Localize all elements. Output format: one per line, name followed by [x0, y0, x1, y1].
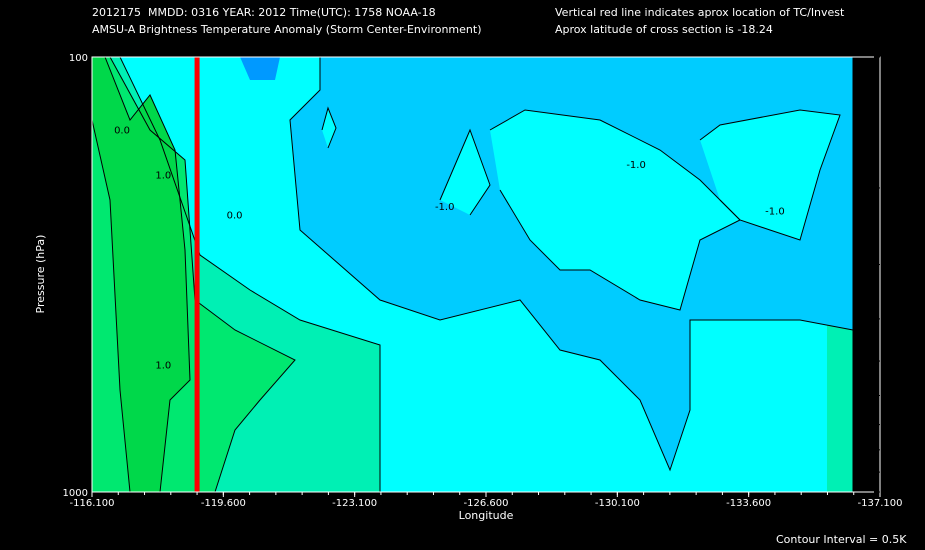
- contour-line: [91, 56, 191, 493]
- x-tick-label: -126.600: [464, 498, 509, 509]
- x-tick-label: -123.100: [332, 498, 377, 509]
- island-2: [490, 110, 740, 310]
- contour-label: -1.0: [765, 206, 785, 217]
- band-pos10: [92, 57, 190, 492]
- x-tick-label: -137.100: [858, 498, 903, 509]
- contour-label: 0.0: [114, 126, 130, 137]
- chart-title: AMSU-A Brightness Temperature Anomaly (S…: [92, 23, 482, 36]
- x-tick-label: -130.100: [595, 498, 640, 509]
- contour-label: 1.0: [155, 360, 171, 371]
- overlay: [194, 57, 880, 492]
- x-tick-label: -133.600: [726, 498, 771, 509]
- contour-label: 0.0: [227, 210, 243, 221]
- contour-line: [321, 106, 337, 149]
- y-axis-title: Pressure (hPa): [34, 235, 47, 314]
- contour-line: [489, 109, 741, 311]
- x-tick-label: -116.100: [70, 498, 115, 509]
- y-tick-label: 100: [69, 53, 88, 64]
- contour-label: -1.0: [435, 202, 455, 213]
- contour-label: 1.0: [155, 170, 171, 181]
- y-tick-label: 1000: [63, 488, 88, 499]
- band-neg15: [240, 57, 280, 80]
- contour-line: [439, 128, 491, 216]
- island-3: [700, 110, 840, 240]
- chart-axes: -116.100 -119.600 -123.100 -126.600 -130.100…: [34, 53, 902, 522]
- contour-line: [92, 56, 296, 493]
- latitude-note: Aprox latitude of cross section is -18.2…: [555, 23, 773, 36]
- contour-interval-label: Contour Interval = 0.5K: [776, 533, 907, 546]
- contour-line: [200, 56, 854, 472]
- x-tick-label: -119.600: [201, 498, 246, 509]
- x-axis-title: Longitude: [459, 509, 514, 522]
- no-data-strip: [853, 57, 880, 492]
- contour-line: [699, 109, 841, 241]
- contour-labels: 0.0 1.0 0.0 1.0 -1.0 -1.0 -1.0: [114, 126, 785, 372]
- storm-line-note: Vertical red line indicates aprox locati…: [555, 6, 845, 19]
- anomaly-fill-bands: [92, 57, 853, 492]
- contour-label: -1.0: [626, 160, 646, 171]
- contour-line: [92, 56, 381, 493]
- header-info-line: 2012175 MMDD: 0316 YEAR: 2012 Time(UTC):…: [92, 6, 436, 19]
